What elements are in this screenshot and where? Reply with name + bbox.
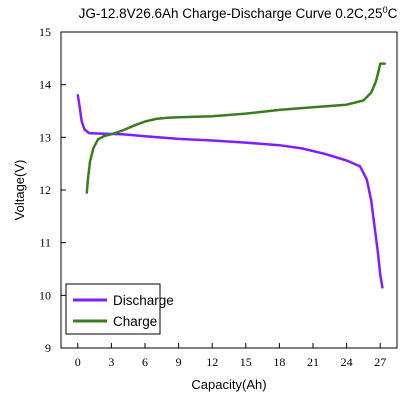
chart-title-main: JG-12.8V26.6Ah Charge-Discharge Curve 0.… [79,6,383,21]
y-tick-label: 15 [39,25,51,39]
y-tick-label: 14 [39,78,51,92]
x-tick-label: 15 [240,355,252,369]
y-tick-label: 10 [39,288,51,302]
y-axis-label: Voltage(V) [12,160,27,221]
chart-title: JG-12.8V26.6Ah Charge-Discharge Curve 0.… [79,5,398,21]
x-tick-label: 3 [108,355,114,369]
series-lines [76,62,386,289]
y-tick-label: 9 [45,341,51,355]
x-tick-label: 21 [307,355,319,369]
legend: Discharge Charge [65,283,174,335]
x-tick-label: 18 [273,355,285,369]
x-tick-label: 6 [142,355,148,369]
series-line-charge [85,62,386,194]
x-axis-label: Capacity(Ah) [191,377,266,392]
x-tick-label: 12 [206,355,218,369]
x-tick-label: 9 [176,355,182,369]
x-tick-label: 0 [75,355,81,369]
legend-label-discharge: Discharge [113,293,174,308]
chart-title-superscript: 0 [383,5,388,15]
chart-title-suffix: C [388,6,398,21]
legend-label-charge: Charge [113,314,157,329]
y-tick-label: 13 [39,130,51,144]
legend-box [65,283,161,335]
series-line-discharge [76,93,384,289]
y-tick-label: 11 [39,236,51,250]
x-tick-label: 24 [341,355,353,369]
x-tick-label: 27 [374,355,386,369]
axis-ticks: 0 3 6 9 12 15 18 21 24 27 9 10 11 12 13 14 15 [39,25,386,369]
y-tick-label: 12 [39,183,51,197]
